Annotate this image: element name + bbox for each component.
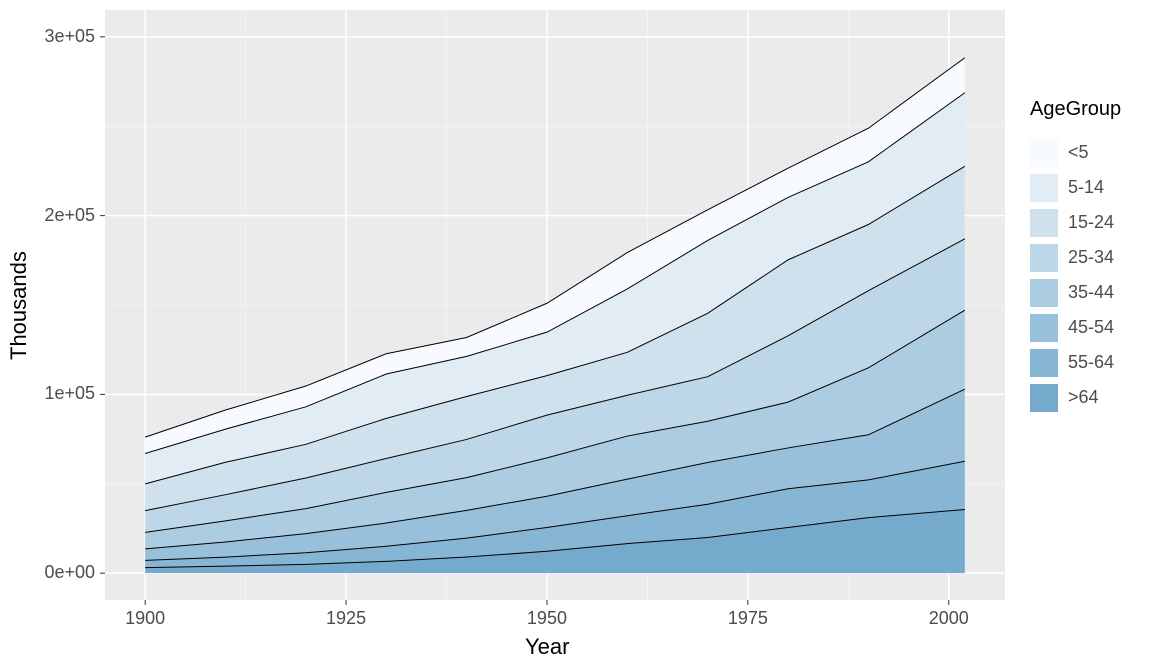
legend-label: >64 [1068,387,1099,408]
legend-label: <5 [1068,142,1089,163]
stacked-area-chart [0,0,1152,672]
y-tick-label: 0e+00 [44,562,95,583]
legend-label: 55-64 [1068,352,1114,373]
legend-label: 45-54 [1068,317,1114,338]
legend-title: AgeGroup [1030,98,1121,121]
legend-swatch [1030,279,1058,307]
x-tick-label: 2000 [924,608,974,629]
legend-item: >64 [1030,380,1121,415]
legend-label: 15-24 [1068,212,1114,233]
legend-swatch [1030,174,1058,202]
legend-swatch [1030,139,1058,167]
legend-swatch [1030,314,1058,342]
y-tick-label: 1e+05 [44,383,95,404]
legend-item: 25-34 [1030,240,1121,275]
legend-item: 5-14 [1030,170,1121,205]
legend-label: 5-14 [1068,177,1104,198]
legend-swatch [1030,384,1058,412]
legend-item: 35-44 [1030,275,1121,310]
legend-label: 35-44 [1068,282,1114,303]
x-axis-label: Year [525,634,569,660]
legend-swatch [1030,209,1058,237]
x-tick-label: 1900 [120,608,170,629]
y-axis-label: Thousands [6,251,32,360]
legend-swatch [1030,349,1058,377]
legend-label: 25-34 [1068,247,1114,268]
legend-item: 15-24 [1030,205,1121,240]
legend-item: 55-64 [1030,345,1121,380]
chart-container: Year Thousands AgeGroup <5 5-14 15-24 25-34… [0,0,1152,672]
legend-item: 45-54 [1030,310,1121,345]
x-tick-label: 1975 [723,608,773,629]
y-tick-label: 3e+05 [44,26,95,47]
y-tick-label: 2e+05 [44,205,95,226]
x-tick-label: 1925 [321,608,371,629]
x-tick-label: 1950 [522,608,572,629]
legend-swatch [1030,244,1058,272]
legend-item: <5 [1030,135,1121,170]
legend: AgeGroup <5 5-14 15-24 25-34 35-44 45-54 55-64… [1030,98,1121,415]
